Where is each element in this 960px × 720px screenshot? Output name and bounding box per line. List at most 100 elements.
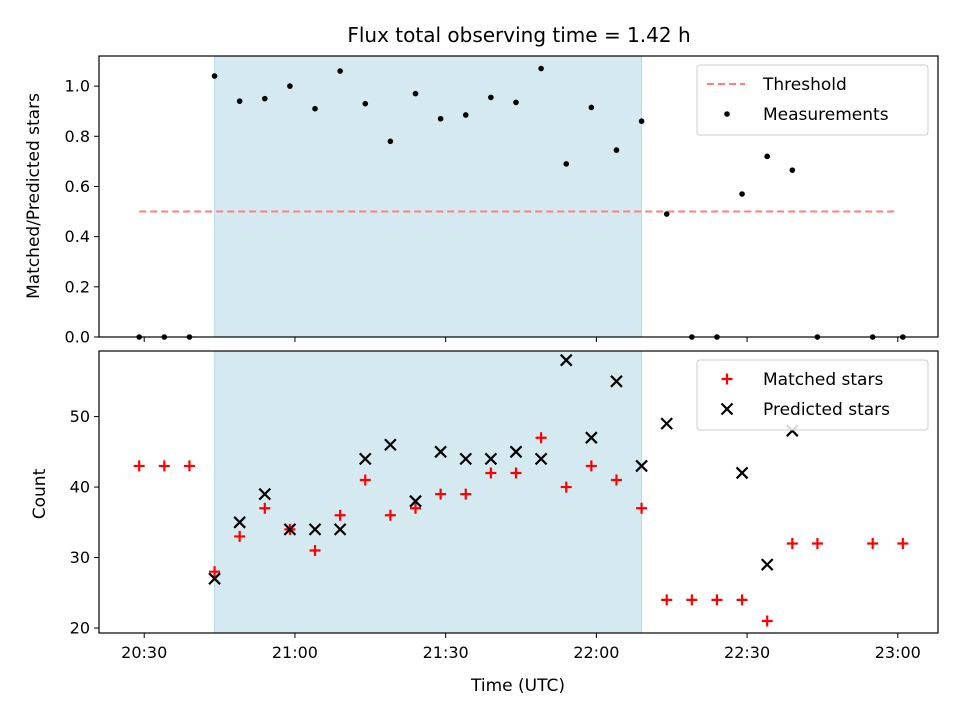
shaded-region bbox=[214, 350, 643, 634]
predicted-stars-point bbox=[559, 353, 573, 367]
matched-stars-point bbox=[410, 502, 422, 514]
matched-stars-point bbox=[897, 537, 909, 549]
x-tick-label: 22:30 bbox=[724, 643, 770, 662]
predicted-stars-point bbox=[660, 417, 673, 430]
measurements-point bbox=[488, 94, 494, 101]
predicted-stars-point bbox=[635, 459, 648, 473]
matched-stars-point bbox=[786, 537, 798, 549]
matched-stars-point bbox=[334, 509, 346, 521]
measurements-point bbox=[663, 211, 670, 217]
axes-frame bbox=[98, 350, 939, 634]
matched-stars-point bbox=[234, 530, 246, 542]
predicted-stars-point bbox=[509, 445, 523, 459]
top-y-axis-label: Matched/Predicted stars bbox=[24, 93, 44, 299]
predicted-stars-point bbox=[384, 438, 397, 452]
matched-stars-point bbox=[535, 432, 547, 444]
predicted-stars-point bbox=[233, 516, 246, 529]
measurements-point bbox=[588, 104, 595, 111]
legend-predicted-stars-label: Predicted stars bbox=[763, 400, 890, 420]
matched-stars-point bbox=[384, 509, 396, 521]
measurements-point bbox=[437, 115, 444, 122]
predicted-stars-point bbox=[610, 375, 623, 388]
matched-stars-point bbox=[761, 615, 773, 627]
measurements-point bbox=[563, 161, 570, 167]
measurements-point bbox=[362, 100, 369, 107]
chart-title: Flux total observing time = 1.42 h bbox=[347, 23, 690, 47]
predicted-stars-point bbox=[484, 452, 498, 466]
matched-stars-point bbox=[811, 537, 823, 549]
legend-measurements-swatch bbox=[724, 111, 730, 117]
legend-measurements-label: Measurements bbox=[763, 105, 889, 125]
matched-stars-point bbox=[435, 488, 447, 500]
measurements-point bbox=[211, 73, 218, 79]
legend-matched-stars-swatch bbox=[721, 373, 733, 385]
measurements-point bbox=[513, 99, 519, 106]
measurements-point bbox=[538, 65, 544, 72]
predicted-stars-point bbox=[585, 431, 598, 444]
y-tick-label: 1.0 bbox=[65, 77, 90, 96]
predicted-stars-point bbox=[459, 452, 473, 466]
matched-stars-point bbox=[309, 545, 321, 557]
measurements-point bbox=[638, 118, 645, 125]
axes-frame bbox=[98, 55, 939, 338]
bottom-panel: 20 30 40 50 20:30 21:00 21:30 22:00 22:30 23:00 Ma… bbox=[70, 350, 939, 662]
legend-box bbox=[696, 64, 929, 136]
predicted-stars-point bbox=[208, 572, 221, 585]
bottom-y-axis-label: Count bbox=[30, 468, 50, 519]
matched-stars-point bbox=[736, 594, 748, 606]
y-tick-label: 50 bbox=[70, 407, 90, 426]
predicted-stars-point bbox=[258, 487, 272, 501]
matched-stars-point bbox=[485, 467, 497, 479]
matched-stars-point bbox=[183, 460, 195, 472]
predicted-stars-point bbox=[283, 523, 297, 536]
x-tick-label: 21:00 bbox=[272, 643, 318, 662]
matched-stars-point bbox=[510, 467, 522, 479]
legend-matched-stars-label: Matched stars bbox=[763, 370, 883, 390]
legend-threshold-label: Threshold bbox=[762, 75, 847, 95]
measurements-point bbox=[387, 138, 394, 145]
measurements-point bbox=[789, 167, 796, 173]
x-axis-label: Time (UTC) bbox=[470, 676, 565, 696]
x-tick-label: 21:30 bbox=[423, 643, 469, 662]
legend-predicted-stars-swatch bbox=[720, 402, 734, 416]
matched-stars-point bbox=[158, 460, 170, 472]
measurements-point bbox=[261, 95, 268, 102]
legend-box bbox=[696, 359, 929, 431]
measurements-point bbox=[739, 191, 745, 197]
measurements-point bbox=[412, 90, 419, 97]
y-tick-label: 30 bbox=[70, 548, 90, 567]
matched-stars-point bbox=[585, 460, 597, 472]
matched-stars-point bbox=[259, 502, 271, 514]
measurements-point bbox=[337, 68, 343, 74]
matched-stars-point bbox=[560, 481, 572, 493]
x-tick-label: 23:00 bbox=[875, 643, 921, 662]
predicted-stars-point bbox=[333, 523, 347, 536]
y-tick-label: 0.6 bbox=[65, 177, 90, 196]
measurements-point bbox=[312, 105, 318, 112]
y-tick-label: 0.4 bbox=[65, 227, 90, 246]
matched-stars-point bbox=[867, 537, 879, 549]
y-tick-label: 40 bbox=[70, 478, 90, 497]
measurements-point bbox=[236, 98, 243, 104]
top-panel: 0.0 0.2 0.4 0.6 0.8 1.0 Threshold Measurements bbox=[65, 55, 939, 347]
matched-stars-point bbox=[661, 594, 673, 606]
x-tick-label: 20:30 bbox=[121, 643, 167, 662]
predicted-stars-point bbox=[534, 452, 548, 466]
predicted-stars-point bbox=[434, 445, 447, 459]
predicted-stars-point bbox=[735, 466, 749, 480]
y-tick-label: 0.0 bbox=[65, 328, 90, 347]
matched-stars-point bbox=[133, 460, 145, 472]
predicted-stars-point bbox=[409, 494, 422, 508]
matched-stars-point bbox=[711, 594, 723, 606]
predicted-stars-point bbox=[308, 523, 322, 536]
measurements-point bbox=[287, 83, 293, 89]
x-tick-label: 22:00 bbox=[573, 643, 619, 662]
measurements-point bbox=[613, 147, 620, 153]
predicted-stars-point bbox=[358, 452, 372, 466]
matched-stars-point bbox=[636, 502, 648, 514]
matched-stars-point bbox=[209, 566, 221, 578]
predicted-stars-point bbox=[760, 558, 774, 571]
matched-stars-point bbox=[460, 488, 472, 500]
matched-stars-point bbox=[686, 594, 698, 606]
